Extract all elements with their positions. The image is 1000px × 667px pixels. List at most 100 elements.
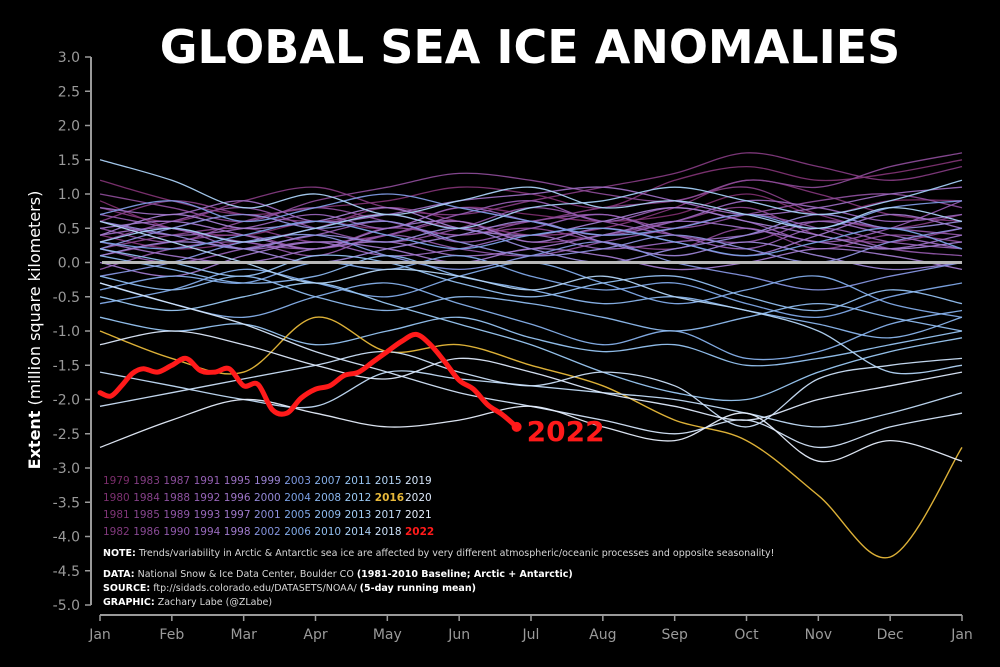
series-line-2020 [99, 330, 963, 421]
legend-year-2022: 2022 [405, 526, 434, 538]
x-tick-label: Jul [522, 627, 540, 643]
y-tick-label: -3.0 [53, 461, 80, 477]
legend-year-2020: 2020 [405, 492, 432, 504]
x-tick-label: Jan [88, 627, 111, 643]
source-mean: (5-day running mean) [360, 583, 476, 594]
series-line-2014 [99, 159, 963, 229]
source-label: SOURCE: [103, 583, 150, 594]
legend-year-1986: 1986 [133, 526, 160, 538]
legend-year-1982: 1982 [103, 526, 130, 538]
legend-year-1999: 1999 [254, 475, 281, 487]
graphic-text: Zachary Labe (@ZLabe) [155, 597, 272, 608]
legend-year-2016: 2016 [375, 492, 404, 504]
legend-year-1990: 1990 [163, 526, 190, 538]
legend-year-1993: 1993 [194, 509, 221, 521]
legend-year-2006: 2006 [284, 526, 311, 538]
legend-year-2013: 2013 [345, 509, 372, 521]
y-tick-label: 1.0 [58, 187, 80, 203]
source-text: ftp://sidads.colorado.edu/DATASETS/NOAA/ [150, 583, 359, 594]
legend-year-1981: 1981 [103, 509, 130, 521]
legend-year-1989: 1989 [163, 509, 190, 521]
legend-year-1979: 1979 [103, 475, 130, 487]
series-line-2018 [99, 350, 963, 428]
data-line: DATA: National Snow & Ice Data Center, B… [103, 569, 573, 580]
legend-year-1995: 1995 [224, 475, 251, 487]
legend-year-1994: 1994 [194, 526, 221, 538]
graphic-line: GRAPHIC: Zachary Labe (@ZLabe) [103, 597, 272, 608]
y-tick-label: -1.5 [53, 358, 80, 374]
legend-year-1992: 1992 [194, 492, 221, 504]
series-line-2010 [99, 248, 963, 312]
y-tick-label: -2.0 [53, 393, 80, 409]
note-label: NOTE: [103, 548, 136, 559]
y-axis-label-bold: Extent [25, 410, 44, 469]
x-tick-label: Jun [447, 627, 470, 643]
x-tick-label: Aug [589, 627, 616, 643]
x-tick-label: Nov [805, 627, 832, 643]
legend-year-2011: 2011 [345, 475, 372, 487]
legend-year-2019: 2019 [405, 475, 432, 487]
legend-year-1980: 1980 [103, 492, 130, 504]
y-tick-label: 0.5 [58, 221, 80, 237]
y-tick-label: 2.0 [58, 119, 80, 135]
legend-year-1991: 1991 [194, 475, 221, 487]
y-tick-label: -0.5 [53, 290, 80, 306]
series-line-2004 [99, 220, 963, 257]
y-tick-label: -5.0 [53, 598, 80, 614]
legend-year-2017: 2017 [375, 509, 402, 521]
chart-title: GLOBAL SEA ICE ANOMALIES [160, 20, 901, 74]
y-tick-label: -4.5 [53, 564, 80, 580]
x-tick-label: Jan [950, 627, 973, 643]
note-text: Trends/variability in Arctic & Antarctic… [136, 548, 775, 559]
data-baseline: (1981-2010 Baseline; Arctic + Antarctic) [357, 569, 573, 580]
legend-year-1998: 1998 [224, 526, 251, 538]
highlight-series: 2022 [97, 331, 605, 448]
y-tick-labels: 3.0 2.5 2.0 1.5 1.0 0.5 0.0 -0.5 -1.0 -1.5 -2.0 -2.… [53, 50, 91, 614]
series-line-2012 [99, 282, 963, 402]
legend-year-2000: 2000 [254, 492, 281, 504]
legend-year-1983: 1983 [133, 475, 160, 487]
legend-year-2009: 2009 [314, 509, 341, 521]
x-tick-label: Dec [877, 627, 904, 643]
x-tick-label: Oct [734, 627, 759, 643]
y-axis-label-rest: (million square kilometers) [25, 191, 44, 406]
footnotes: NOTE: Trends/variability in Arctic & Ant… [103, 548, 774, 608]
graphic-label: GRAPHIC: [103, 597, 155, 608]
series-line-1994 [99, 186, 963, 223]
note-line: NOTE: Trends/variability in Arctic & Ant… [103, 548, 774, 559]
data-label: DATA: [103, 569, 135, 580]
series-line-2016 [99, 316, 963, 559]
legend-year-2021: 2021 [405, 509, 432, 521]
legend-year-2014: 2014 [345, 526, 372, 538]
series-line-2021 [99, 398, 963, 463]
legend-year-2007: 2007 [314, 475, 341, 487]
legend-year-2003: 2003 [284, 475, 311, 487]
legend-year-1988: 1988 [163, 492, 190, 504]
y-tick-label: -2.5 [53, 427, 80, 443]
x-tick-labels: Jan Feb Mar Apr May Jun Jul Aug Sep Oct Nov Dec Jan [88, 615, 973, 643]
legend-year-2002: 2002 [254, 526, 281, 538]
highlight-endpoint [511, 421, 522, 432]
legend-year-2012: 2012 [345, 492, 372, 504]
series-line-2007 [99, 282, 963, 361]
x-tick-label: Mar [230, 627, 257, 643]
highlight-year-label: 2022 [527, 415, 605, 448]
y-axis-label: Extent (million square kilometers) [25, 191, 44, 470]
y-tick-label: 1.5 [58, 153, 80, 169]
x-tick-label: Apr [303, 627, 327, 643]
legend-year-1985: 1985 [133, 509, 160, 521]
x-tick-label: Feb [159, 627, 184, 643]
legend-year-2018: 2018 [375, 526, 402, 538]
y-tick-label: 2.5 [58, 84, 80, 100]
historical-series [99, 152, 963, 559]
legend-year-2001: 2001 [254, 509, 281, 521]
legend-year-2005: 2005 [284, 509, 311, 521]
x-tick-label: Sep [661, 627, 688, 643]
data-text: National Snow & Ice Data Center, Boulder… [135, 569, 357, 580]
y-tick-label: 0.0 [58, 256, 80, 272]
legend-year-1984: 1984 [133, 492, 160, 504]
legend-year-1997: 1997 [224, 509, 251, 521]
legend-year-2010: 2010 [314, 526, 341, 538]
